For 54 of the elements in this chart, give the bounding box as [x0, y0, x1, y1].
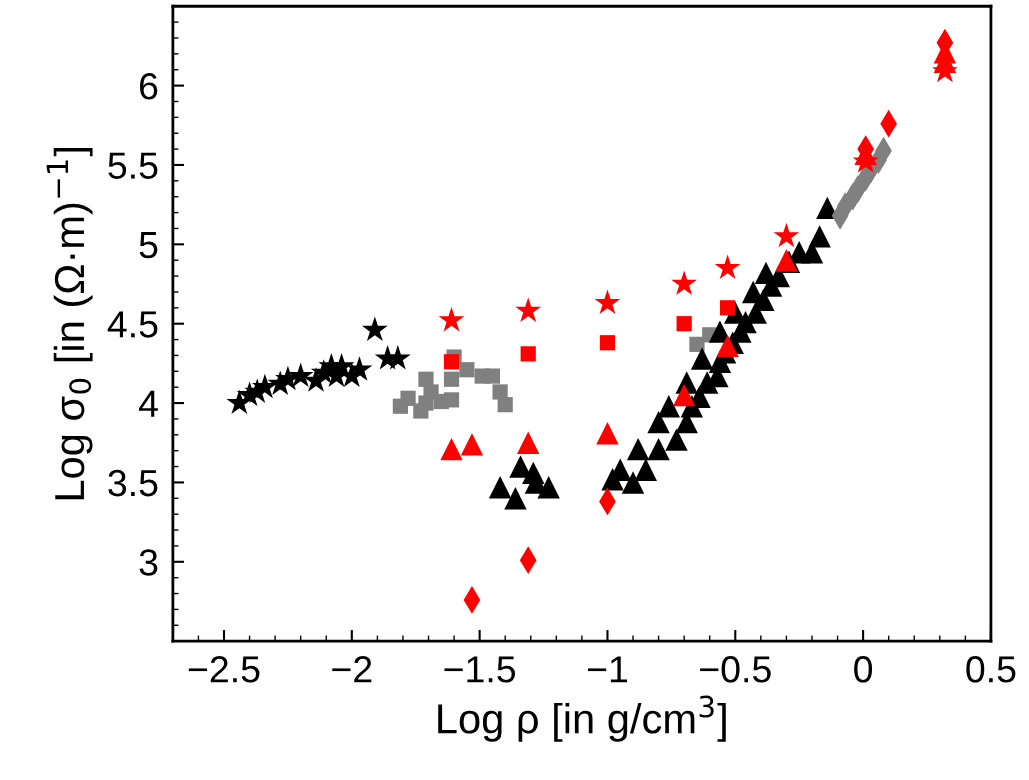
point: [714, 254, 741, 280]
x-axis-title: Log ρ [in g/cm$^{3}$]: [438, 695, 726, 742]
point: [443, 354, 460, 370]
point: [488, 475, 512, 499]
y-axis-title: Log σ$_{0}$ [in (Ω·m)$^{−1}$]: [46, 147, 93, 500]
point: [287, 362, 314, 388]
point: [517, 431, 540, 454]
x-tick-label: 0: [854, 656, 873, 683]
x-tick-label: −1: [587, 656, 628, 683]
point: [808, 225, 831, 248]
point: [773, 222, 800, 248]
point: [690, 347, 714, 370]
point: [657, 395, 681, 418]
point: [594, 289, 621, 315]
point: [596, 422, 619, 445]
point: [665, 428, 688, 451]
x-tick-label: −2.5: [188, 656, 260, 683]
point: [418, 395, 434, 411]
point: [599, 335, 616, 351]
x-tick-label: −1.5: [444, 656, 516, 683]
point: [647, 410, 670, 434]
point: [537, 475, 560, 499]
point: [497, 397, 513, 413]
point: [443, 392, 460, 408]
x-tick-label: −0.5: [700, 656, 771, 683]
x-tick-label: −2: [332, 656, 372, 683]
point: [400, 390, 416, 406]
point: [346, 356, 373, 381]
point: [634, 458, 658, 481]
point: [460, 433, 484, 456]
point: [515, 297, 542, 322]
point: [459, 362, 475, 378]
point: [504, 487, 527, 510]
point: [484, 368, 501, 384]
point: [520, 346, 536, 362]
point: [438, 306, 465, 332]
y-tick-label: 4.5: [107, 311, 158, 338]
point: [676, 316, 692, 332]
point: [443, 371, 460, 387]
point: [672, 383, 696, 407]
x-tick-label: 0.5: [966, 656, 1016, 683]
point: [440, 437, 463, 461]
y-tick-label: 5: [139, 232, 158, 259]
point: [621, 471, 645, 494]
point: [716, 334, 739, 358]
point: [626, 437, 650, 461]
y-tick-label: 6: [140, 73, 158, 100]
y-tick-label: 5.5: [108, 152, 158, 179]
point: [647, 437, 670, 461]
y-tick-label: 4: [138, 390, 158, 417]
y-tick-label: 3: [139, 549, 158, 576]
point: [671, 270, 698, 295]
y-tick-label: 3.5: [108, 469, 158, 497]
point: [361, 316, 388, 341]
